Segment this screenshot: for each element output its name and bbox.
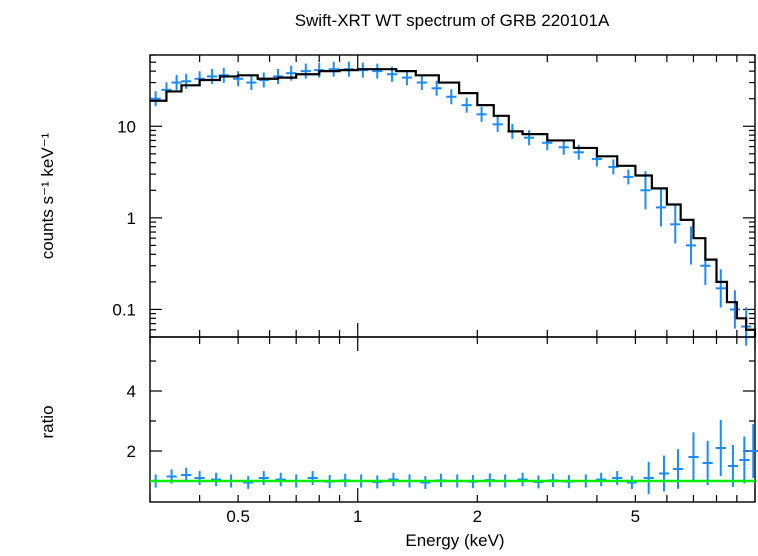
ratio-panel-frame (149, 336, 756, 503)
spectrum-panel: 0.1 1 10 counts s⁻¹ keV⁻¹ (38, 54, 757, 346)
spectrum-y-axis-label: counts s⁻¹ keV⁻¹ (38, 132, 57, 259)
chart-title: Swift-XRT WT spectrum of GRB 220101A (295, 11, 610, 30)
x-tick-label: 2 (473, 507, 482, 526)
y-tick-label: 10 (117, 117, 136, 136)
ratio-data-points (150, 419, 758, 495)
x-tick-label: 5 (631, 507, 640, 526)
ratio-y-axis-label: ratio (38, 405, 57, 438)
x-axis-label: Energy (keV) (405, 531, 504, 550)
spectrum-y-ticks: 0.1 1 10 (112, 54, 755, 338)
spectrum-data-points (150, 61, 752, 346)
spectrum-model-line (150, 68, 757, 337)
y-tick-label: 2 (127, 442, 136, 461)
x-tick-label: 1 (353, 507, 362, 526)
ratio-y-ticks: 24 (127, 360, 755, 482)
y-tick-label: 0.1 (112, 300, 136, 319)
x-tick-label: 0.5 (226, 507, 250, 526)
y-tick-label: 1 (127, 209, 136, 228)
y-tick-label: 4 (127, 382, 136, 401)
ratio-x-ticks: 0.5 1 2 5 (149, 337, 756, 526)
ratio-panel: 24 0.5 1 2 5 ratio Energy (keV) (38, 336, 758, 550)
